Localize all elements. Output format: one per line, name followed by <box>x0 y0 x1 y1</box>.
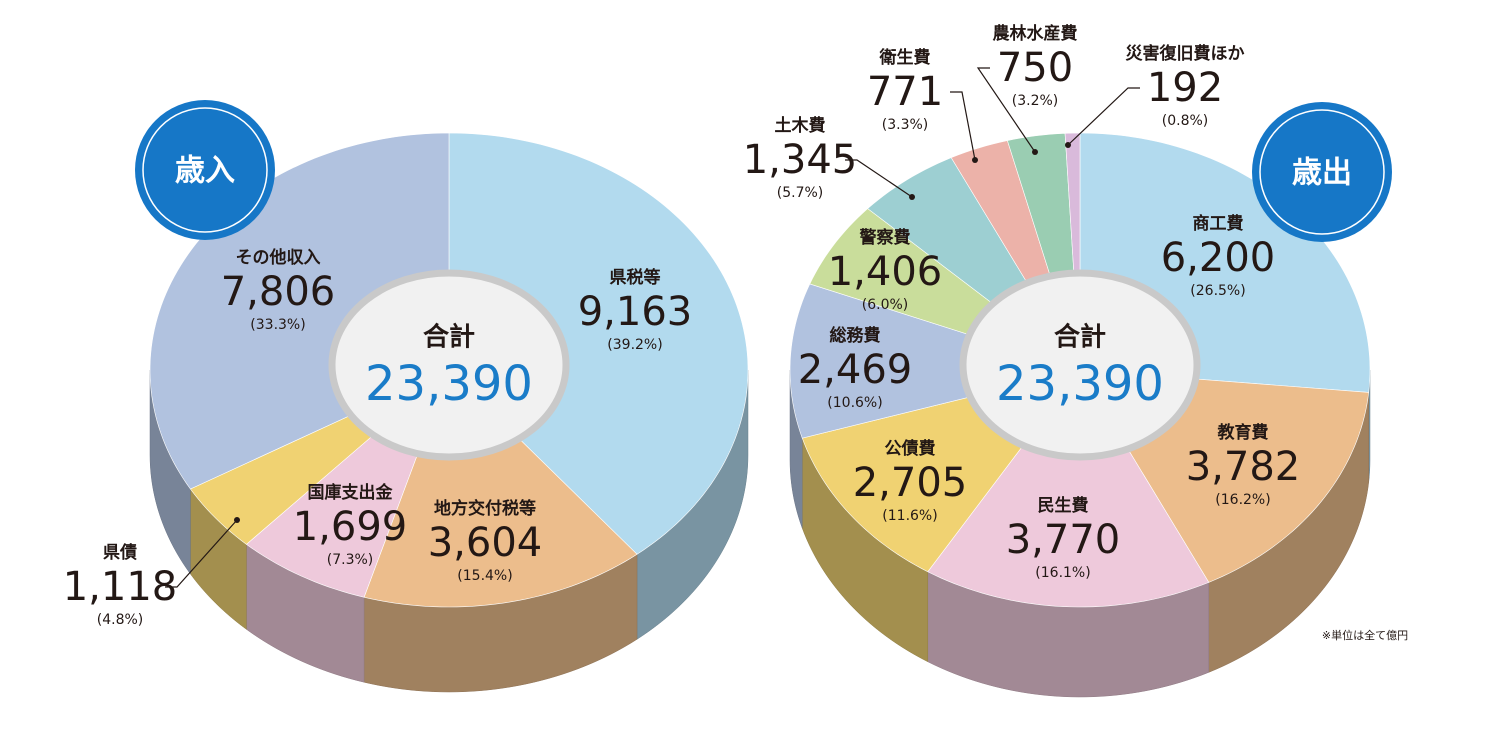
leader-dot <box>1032 149 1038 155</box>
slice-percent: (10.6%) <box>827 395 882 411</box>
slice-percent: (39.2%) <box>607 337 662 353</box>
slice-percent: (5.7%) <box>777 185 824 201</box>
total-value: 23,390 <box>365 356 533 412</box>
slice-name: 警察費 <box>859 227 911 248</box>
slice-name: 衛生費 <box>879 47 931 68</box>
slice-name: 土木費 <box>775 115 826 136</box>
badge <box>135 100 275 240</box>
leader-line <box>976 67 1036 153</box>
leader-line <box>845 159 913 198</box>
badge <box>1252 102 1392 242</box>
slice-percent: (16.2%) <box>1215 492 1270 508</box>
slice-value: 2,705 <box>853 460 968 506</box>
pie-slice <box>927 369 1210 608</box>
total-value: 23,390 <box>996 356 1164 412</box>
leader-dot <box>972 157 978 163</box>
slice-percent: (16.1%) <box>1035 565 1090 581</box>
slice-value: 1,699 <box>293 504 408 550</box>
slice-name: その他収入 <box>236 247 321 268</box>
slice-percent: (3.3%) <box>882 117 929 133</box>
slice-value: 2,469 <box>798 347 913 393</box>
slice-value: 771 <box>867 69 943 115</box>
slice-name: 災害復旧費ほか <box>1126 43 1245 64</box>
slice-percent: (33.3%) <box>250 317 305 333</box>
slice-name: 農林水産費 <box>993 23 1078 44</box>
slice-value: 1,118 <box>63 564 178 610</box>
badge-title: 歳出 <box>1292 156 1352 191</box>
slice-percent: (15.4%) <box>457 568 512 584</box>
slice-name: 民生費 <box>1038 495 1089 516</box>
slice-value: 7,806 <box>221 269 336 315</box>
leader-line <box>950 91 976 161</box>
slice-value: 1,406 <box>828 249 943 295</box>
badge-ring <box>1259 109 1385 235</box>
center-disc <box>328 269 570 461</box>
badge-title: 歳入 <box>175 154 235 189</box>
slice-name: 地方交付税等 <box>434 498 536 519</box>
slice-value: 1,345 <box>743 137 858 183</box>
leader-dot <box>234 517 240 523</box>
slice-percent: (7.3%) <box>327 552 374 568</box>
slice-name: 国庫支出金 <box>308 482 394 503</box>
slice-percent: (6.0%) <box>862 297 909 313</box>
center-label: 合計 <box>1054 322 1106 353</box>
center-label: 合計 <box>423 322 475 353</box>
slice-name: 商工費 <box>1193 213 1244 234</box>
badge-ring <box>142 107 268 233</box>
slice-value: 6,200 <box>1161 235 1276 281</box>
unit-note: ※単位は全て億円 <box>1322 628 1408 642</box>
pie-slice <box>789 283 1082 439</box>
slice-name: 県債 <box>103 542 137 563</box>
leader-dot <box>909 194 915 200</box>
slice-percent: (26.5%) <box>1190 283 1245 299</box>
slice-name: 公債費 <box>885 438 936 459</box>
slice-percent: (0.8%) <box>1162 113 1209 129</box>
slice-value: 750 <box>997 45 1073 91</box>
slice-value: 3,604 <box>428 520 543 566</box>
pie-slice <box>448 132 749 555</box>
leader-line <box>165 519 238 588</box>
leader-line <box>1067 87 1140 146</box>
slice-name: 県税等 <box>610 267 661 288</box>
slice-percent: (4.8%) <box>97 612 144 628</box>
slice-value: 192 <box>1147 65 1223 111</box>
slice-name: 教育費 <box>1217 422 1269 443</box>
leader-dot <box>1065 142 1071 148</box>
slice-percent: (11.6%) <box>882 508 937 524</box>
slice-percent: (3.2%) <box>1012 93 1059 109</box>
slice-value: 3,770 <box>1006 517 1121 563</box>
slice-value: 9,163 <box>578 289 693 335</box>
center-disc <box>959 269 1201 461</box>
slice-value: 3,782 <box>1186 444 1301 490</box>
slice-name: 総務費 <box>830 325 881 346</box>
